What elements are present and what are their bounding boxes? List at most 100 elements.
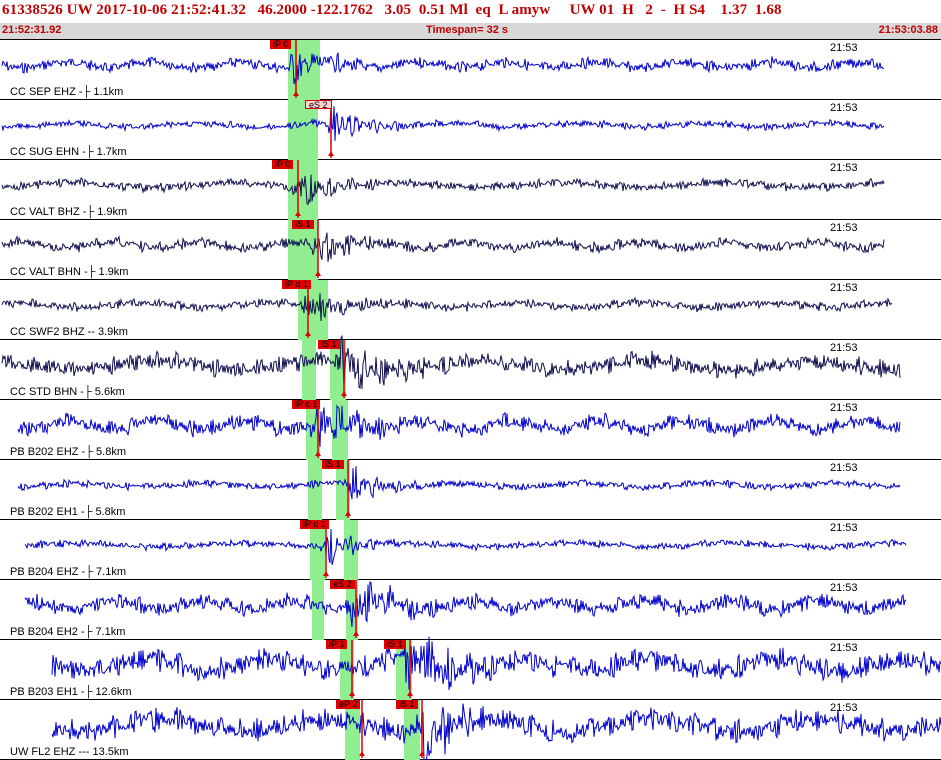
waveform-plot	[17, 460, 901, 520]
pick-flag	[419, 751, 425, 756]
arrival-window	[346, 580, 358, 640]
arrival-window	[332, 400, 348, 460]
minute-mark: 21:53	[830, 702, 858, 714]
arrival-window	[308, 460, 322, 520]
channel-row[interactable]: iS 1 21:53 PB B202 EH1 -├ 5.8km	[0, 460, 941, 520]
waveform-plot	[51, 700, 941, 760]
arrival-window	[345, 700, 360, 760]
waveform-plot	[1, 100, 885, 160]
channel-row[interactable]: iS 1 21:53 CC STD BHN -├ 5.6km	[0, 334, 941, 400]
channel-label: UW FL2 EHZ --- 13.5km	[10, 746, 129, 758]
minute-mark: 21:53	[830, 642, 858, 654]
channel-label: CC STD BHN -├ 5.6km	[10, 386, 125, 398]
waveform-plot	[24, 520, 907, 580]
minute-mark: 21:53	[830, 342, 858, 354]
channel-label: CC VALT BHZ -├ 1.9km	[10, 206, 128, 218]
minute-mark: 21:53	[830, 282, 858, 294]
waveform-trace	[51, 636, 941, 690]
minute-mark: 21:53	[830, 582, 858, 594]
waveform-trace	[1, 52, 884, 86]
seismogram-panel: iP 0 21:53 CC SEP EHZ -├ 1.1km eS 2 21:53 CC …	[0, 40, 941, 760]
waveform-trace	[1, 293, 893, 322]
channel-row[interactable]: iS 1 21:53 CC VALT BHN -├ 1.9km	[0, 220, 941, 280]
arrival-window	[344, 520, 358, 580]
channel-row[interactable]: iP 0 21:53 CC VALT BHZ -├ 1.9km	[0, 160, 941, 220]
waveform-trace	[24, 580, 907, 628]
channel-label: PB B204 EHZ -├ 7.1km	[10, 566, 126, 578]
start-time: 21:52:31.92	[2, 24, 62, 36]
waveform-plot	[1, 160, 885, 220]
phase-pick-tag[interactable]: iP d 1	[282, 280, 311, 289]
phase-pick-tag[interactable]: iS 1	[318, 340, 340, 349]
channel-label: CC SEP EHZ -├ 1.1km	[10, 86, 124, 98]
pick-flag	[341, 391, 347, 396]
channel-row[interactable]: eP 2 iS 1 21:53 UW FL2 EHZ --- 13.5km	[0, 700, 941, 760]
channel-label: PB B203 EH1 -├ 12.6km	[10, 686, 132, 698]
minute-mark: 21:53	[830, 42, 858, 54]
waveform-plot	[1, 40, 884, 100]
minute-mark: 21:53	[830, 102, 858, 114]
arrival-window	[288, 160, 318, 220]
waveform-plot	[1, 334, 901, 400]
arrival-window	[312, 580, 324, 640]
arrival-window	[330, 340, 346, 400]
phase-pick-tag[interactable]: iS 1	[396, 700, 418, 709]
pick-flag	[323, 571, 329, 576]
channel-row[interactable]: iP d 1 21:53 PB B204 EHZ -├ 7.1km	[0, 520, 941, 580]
waveform-trace	[17, 404, 901, 447]
phase-pick-tag[interactable]: iP 1	[326, 640, 348, 649]
phase-pick-tag[interactable]: iS 1	[384, 640, 406, 649]
pick-flag	[345, 511, 351, 516]
pick-flag	[315, 271, 321, 276]
channel-label: PB B204 EH2 -├ 7.1km	[10, 626, 126, 638]
arrival-window	[404, 700, 420, 760]
waveform-trace	[51, 703, 941, 760]
phase-pick-tag[interactable]: iS 1	[292, 220, 314, 229]
time-bar: 21:52:31.92 Timespan= 32 s 21:53:03.88	[0, 23, 941, 40]
pick-flag	[407, 691, 413, 696]
waveform-plot	[51, 636, 941, 700]
channel-row[interactable]: eS 2 21:53 PB B204 EH2 -├ 7.1km	[0, 580, 941, 640]
channel-row[interactable]: iP d 1 21:53 CC SWF2 BHZ -- 3.9km	[0, 280, 941, 340]
pick-flag	[328, 151, 334, 156]
phase-pick-tag[interactable]: eS 2	[330, 580, 355, 589]
waveform-plot	[17, 400, 901, 460]
channel-row[interactable]: iP c 1 21:53 PB B202 EHZ -├ 5.8km	[0, 400, 941, 460]
phase-pick-tag[interactable]: iP d 1	[300, 520, 329, 529]
channel-label: CC SWF2 BHZ -- 3.9km	[10, 326, 128, 338]
phase-pick-tag[interactable]: iP 0	[270, 40, 292, 49]
phase-pick-tag[interactable]: iP 0	[272, 160, 294, 169]
pick-flag	[305, 331, 311, 336]
arrival-window	[288, 40, 320, 100]
minute-mark: 21:53	[830, 462, 858, 474]
pick-flag	[349, 691, 355, 696]
pick-flag	[293, 91, 299, 96]
channel-label: CC SUG EHN -├ 1.7km	[10, 146, 127, 158]
channel-row[interactable]: iP 1 iS 1 21:53 PB B203 EH1 -├ 12.6km	[0, 636, 941, 700]
phase-pick-tag[interactable]: iP c 1	[292, 400, 321, 409]
channel-row[interactable]: eS 2 21:53 CC SUG EHN -├ 1.7km	[0, 100, 941, 160]
arrival-window	[310, 520, 325, 580]
waveform-trace	[1, 105, 885, 141]
arrival-window	[302, 340, 316, 400]
phase-pick-tag[interactable]: eS 2	[305, 100, 332, 110]
event-header: 61338526 UW 2017-10-06 21:52:41.32 46.20…	[0, 0, 941, 40]
phase-pick-tag[interactable]: eP 2	[336, 700, 361, 709]
pick-flag	[359, 751, 365, 756]
arrival-window	[288, 100, 318, 160]
waveform-trace	[17, 466, 901, 500]
minute-mark: 21:53	[830, 522, 858, 534]
event-summary-line: 61338526 UW 2017-10-06 21:52:41.32 46.20…	[2, 2, 782, 18]
channel-label: PB B202 EHZ -├ 5.8km	[10, 446, 126, 458]
minute-mark: 21:53	[830, 222, 858, 234]
channel-label: PB B202 EH1 -├ 5.8km	[10, 506, 126, 518]
minute-mark: 21:53	[830, 162, 858, 174]
waveform-plot	[1, 220, 885, 280]
arrival-window	[288, 220, 318, 280]
channel-row[interactable]: iP 0 21:53 CC SEP EHZ -├ 1.1km	[0, 40, 941, 100]
waveform-trace	[1, 232, 885, 262]
pick-flag	[315, 451, 321, 456]
waveform-trace	[24, 529, 907, 565]
channel-label: CC VALT BHN -├ 1.9km	[10, 266, 129, 278]
phase-pick-tag[interactable]: iS 1	[322, 460, 344, 469]
